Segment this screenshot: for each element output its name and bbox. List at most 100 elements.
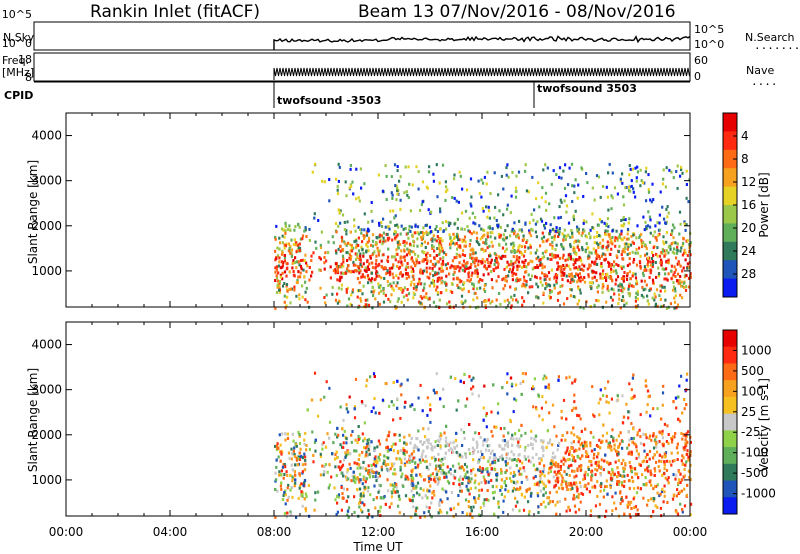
echo-cell xyxy=(385,438,388,442)
echo-cell xyxy=(420,302,424,306)
echo-cell xyxy=(392,487,395,491)
echo-cell xyxy=(673,287,677,291)
echo-cell xyxy=(477,432,481,435)
echo-cell xyxy=(399,175,402,179)
echo-cell xyxy=(456,226,459,230)
echo-cell xyxy=(421,250,424,253)
echo-cell xyxy=(641,181,645,184)
echo-cell xyxy=(382,300,386,304)
echo-cell xyxy=(308,448,311,451)
echo-cell xyxy=(397,246,400,250)
echo-cell xyxy=(404,463,407,467)
echo-cell xyxy=(579,457,582,461)
echo-cell xyxy=(470,232,473,236)
echo-cell xyxy=(390,502,393,506)
echo-cell xyxy=(548,294,551,298)
echo-cell xyxy=(343,228,346,231)
echo-cell xyxy=(665,231,668,234)
echo-cell xyxy=(410,474,413,477)
echo-cell xyxy=(541,239,544,243)
echo-cell xyxy=(412,449,415,453)
echo-cell xyxy=(626,274,629,278)
echo-cell xyxy=(383,454,386,458)
echo-cell xyxy=(617,452,620,456)
echo-cell xyxy=(531,385,535,389)
echo-cell xyxy=(617,459,620,463)
echo-cell xyxy=(536,492,539,495)
echo-cell xyxy=(560,474,563,478)
echo-cell xyxy=(672,400,675,404)
echo-cell xyxy=(339,277,342,281)
echo-cell xyxy=(497,193,500,197)
echo-cell xyxy=(650,200,653,204)
echo-cell xyxy=(293,261,296,265)
echo-cell xyxy=(609,473,613,477)
echo-cell xyxy=(386,232,389,236)
echo-cell xyxy=(553,463,556,466)
echo-cell xyxy=(681,411,684,415)
echo-cell xyxy=(673,265,676,269)
echo-cell xyxy=(367,508,370,512)
echo-cell xyxy=(410,249,413,253)
echo-cell xyxy=(435,254,438,257)
echo-cell xyxy=(676,458,679,461)
echo-cell xyxy=(622,247,625,251)
echo-cell xyxy=(432,234,435,238)
echo-cell xyxy=(556,298,560,302)
echo-cell xyxy=(446,511,449,515)
echo-cell xyxy=(648,289,651,292)
echo-cell xyxy=(599,484,602,488)
echo-cell xyxy=(405,265,408,269)
echo-cell xyxy=(598,465,601,469)
echo-cell xyxy=(678,419,682,423)
echo-cell xyxy=(284,502,287,506)
echo-cell xyxy=(305,444,308,447)
echo-cell xyxy=(374,464,378,468)
echo-cell xyxy=(445,227,448,231)
echo-cell xyxy=(685,223,688,227)
echo-cell xyxy=(290,452,294,456)
echo-cell xyxy=(420,474,423,478)
echo-cell xyxy=(613,239,616,243)
echo-cell xyxy=(627,500,630,504)
echo-cell xyxy=(456,283,459,287)
echo-cell xyxy=(413,282,416,286)
echo-cell xyxy=(492,457,495,461)
echo-cell xyxy=(484,304,487,308)
echo-cell xyxy=(463,254,467,257)
echo-cell xyxy=(502,434,505,438)
echo-cell xyxy=(409,482,413,486)
echo-cell xyxy=(274,249,277,253)
echo-cell xyxy=(647,464,650,468)
echo-cell xyxy=(525,265,528,269)
echo-cell xyxy=(356,488,359,492)
echo-cell xyxy=(303,442,306,446)
echo-cell xyxy=(667,261,671,265)
echo-cell xyxy=(490,410,493,414)
echo-cell xyxy=(456,276,459,280)
echo-cell xyxy=(682,266,685,270)
freq-unit: [MHz] xyxy=(2,66,34,79)
echo-cell xyxy=(554,255,557,259)
echo-cell xyxy=(405,253,409,257)
echo-cell xyxy=(482,439,485,443)
echo-cell xyxy=(500,492,503,496)
echo-cell xyxy=(388,273,392,277)
echo-cell xyxy=(473,496,476,500)
echo-cell xyxy=(449,441,452,445)
echo-cell xyxy=(535,482,538,486)
echo-cell xyxy=(601,282,604,286)
echo-cell xyxy=(344,451,347,455)
echo-cell xyxy=(350,244,353,248)
echo-cell xyxy=(686,452,689,456)
echo-cell xyxy=(537,505,540,509)
echo-cell xyxy=(620,253,623,257)
echo-cell xyxy=(467,266,470,270)
echo-cell xyxy=(503,439,506,443)
echo-cell xyxy=(459,286,462,290)
echo-cell xyxy=(654,304,657,308)
echo-cell xyxy=(425,296,428,299)
echo-cell xyxy=(297,496,300,500)
echo-cell xyxy=(548,202,551,206)
echo-cell xyxy=(544,385,547,389)
